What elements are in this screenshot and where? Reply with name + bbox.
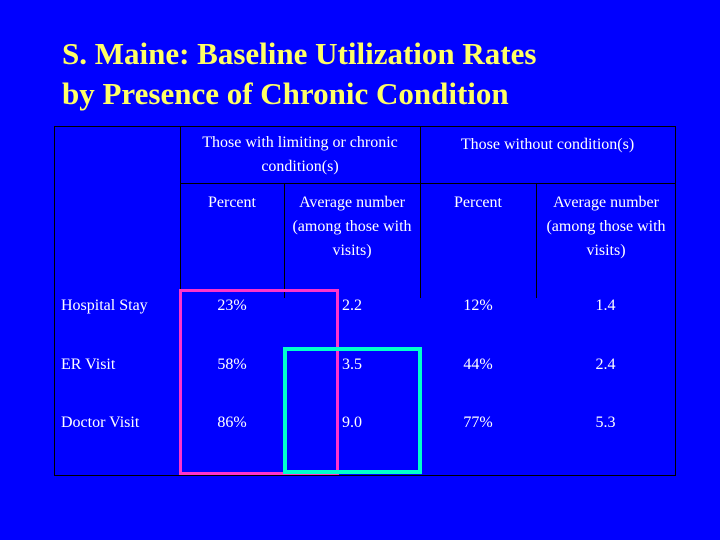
table-divider-group: [420, 127, 421, 298]
slide-title-line-1: S. Maine: Baseline Utilization Rates: [62, 36, 537, 71]
table-cell: 2.4: [595, 356, 616, 373]
utilization-table: Those with limiting or chronic condition…: [54, 126, 676, 476]
slide-title-line-2: by Presence of Chronic Condition: [62, 76, 509, 111]
row-label-doctor-visit: Doctor Visit: [61, 414, 140, 431]
table-cell: 77%: [463, 414, 493, 431]
table-cell: 2.2: [342, 297, 362, 314]
table-divider-label-column: [180, 127, 181, 298]
table-cell: 12%: [463, 297, 493, 314]
slide-title: S. Maine: Baseline Utilization Rates by …: [62, 34, 702, 114]
table-cell: 44%: [463, 356, 493, 373]
sub-header-average-without: Average number (among those with visits): [546, 194, 666, 259]
table-cell: 9.0: [342, 414, 362, 431]
sub-header-average-with: Average number (among those with visits): [292, 194, 412, 259]
table-cell: 86%: [217, 414, 247, 431]
table-cell: 3.5: [342, 356, 362, 373]
sub-header-percent-with: Percent: [208, 194, 256, 211]
group-header-with-condition: Those with limiting or chronic condition…: [202, 134, 398, 175]
row-label-hospital-stay: Hospital Stay: [61, 297, 148, 314]
table-cell: 1.4: [595, 297, 616, 314]
table-divider-header: [180, 183, 675, 184]
sub-header-percent-without: Percent: [454, 194, 502, 211]
group-header-without-condition: Those without condition(s): [460, 136, 635, 153]
table-cell: 23%: [217, 297, 247, 314]
table-divider-subcolumn-3: [536, 183, 537, 298]
row-label-er-visit: ER Visit: [61, 356, 116, 373]
table-divider-subcolumn-1: [284, 183, 285, 298]
table-cell: 5.3: [595, 414, 616, 431]
table-cell: 58%: [217, 356, 247, 373]
